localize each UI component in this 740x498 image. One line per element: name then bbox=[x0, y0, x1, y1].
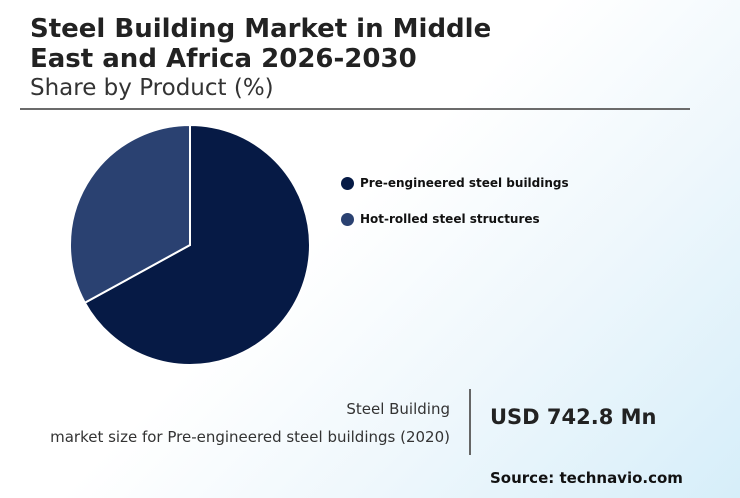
pie-slice-1 bbox=[83, 123, 311, 366]
stat-divider bbox=[469, 389, 471, 455]
legend-label: Hot-rolled steel structures bbox=[360, 212, 540, 226]
chart-subtitle: Share by Product (%) bbox=[30, 75, 274, 101]
chart-legend: Pre-engineered steel buildings Hot-rolled… bbox=[341, 174, 569, 246]
stat-label-line-2: market size for Pre-engineered steel bui… bbox=[50, 428, 450, 446]
title-line-2: East and Africa 2026-2030 bbox=[30, 44, 417, 74]
legend-swatch bbox=[341, 176, 354, 190]
header-divider bbox=[20, 108, 690, 110]
legend-item-2: Hot-rolled steel structures bbox=[341, 210, 569, 228]
chart-title: Steel Building Market in Middle East and… bbox=[30, 14, 491, 74]
legend-label: Pre-engineered steel buildings bbox=[360, 176, 569, 190]
title-line-1: Steel Building Market in Middle bbox=[30, 14, 492, 44]
legend-item-1: Pre-engineered steel buildings bbox=[341, 174, 569, 192]
stat-value: USD 742.8 Mn bbox=[490, 405, 657, 429]
pie-slice-2 bbox=[69, 123, 191, 305]
legend-swatch bbox=[341, 212, 354, 226]
source-credit: Source: technavio.com bbox=[490, 469, 683, 487]
stat-label-line-1: Steel Building bbox=[346, 400, 450, 418]
